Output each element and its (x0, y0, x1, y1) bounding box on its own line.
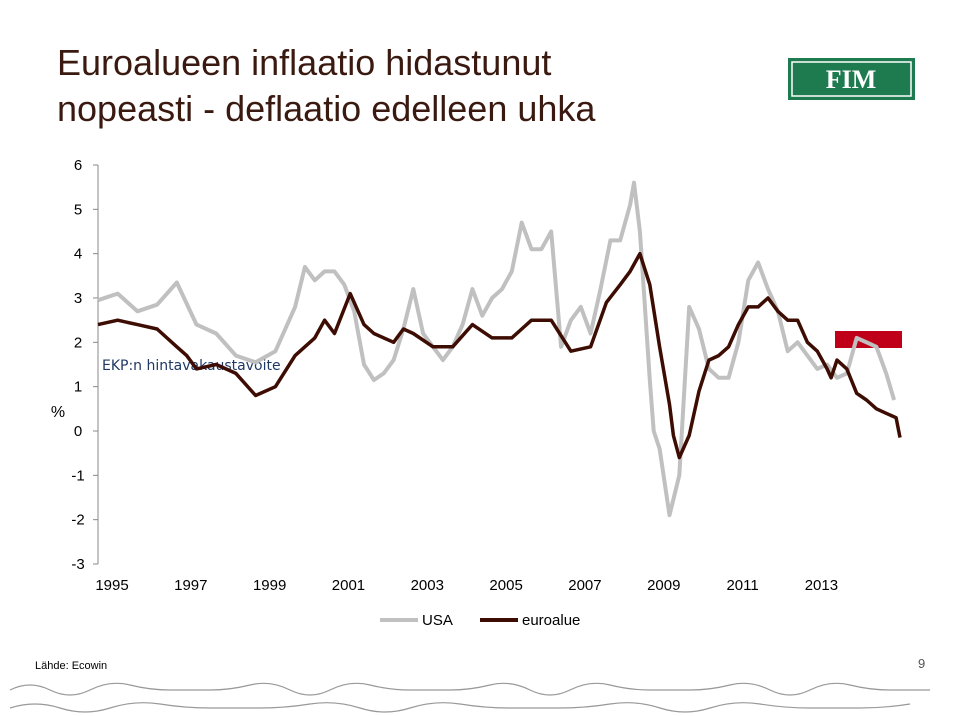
page-number: 9 (918, 656, 925, 671)
x-tick-label: 2001 (332, 577, 365, 594)
y-tick-label: 1 (74, 379, 82, 396)
x-tick-label: 2007 (568, 577, 601, 594)
logo-box (788, 58, 915, 100)
x-tick-label: 1995 (95, 577, 128, 594)
line-series (97, 251, 902, 460)
x-tick-label: 2009 (647, 577, 680, 594)
y-tick-label: 6 (74, 157, 82, 174)
y-tick-label: 5 (74, 201, 82, 218)
source: Lähde: Ecowin (35, 660, 107, 672)
x-tick-label: 2013 (805, 577, 838, 594)
legend-label: USA (422, 612, 453, 629)
x-tick-label: 2003 (411, 577, 444, 594)
signature-decoration (9, 682, 930, 713)
x-tick-label: 1999 (253, 577, 286, 594)
logo-frame (791, 61, 912, 97)
y-tick-label: -3 (71, 556, 84, 573)
x-tick-label: 2011 (726, 577, 758, 594)
y-tick-label: -1 (71, 467, 84, 484)
x-tick-label: 2005 (489, 577, 522, 594)
target-band (835, 331, 902, 348)
x-tick-label: 1997 (174, 577, 207, 594)
legend-label: euroalue (522, 612, 580, 629)
line-series (97, 180, 897, 518)
slide-title: Euroalueen inflaatio hidastunut nopeasti… (57, 42, 596, 129)
logo: FIM (826, 65, 877, 94)
y-axis-label: % (51, 404, 65, 421)
y-tick-label: 4 (74, 246, 82, 263)
y-tick-label: 2 (74, 334, 82, 351)
annotation: EKP:n hintavakaustavoite (102, 358, 281, 374)
y-tick-label: 0 (74, 423, 82, 440)
y-tick-label: -2 (71, 512, 84, 529)
y-tick-label: 3 (74, 290, 82, 307)
